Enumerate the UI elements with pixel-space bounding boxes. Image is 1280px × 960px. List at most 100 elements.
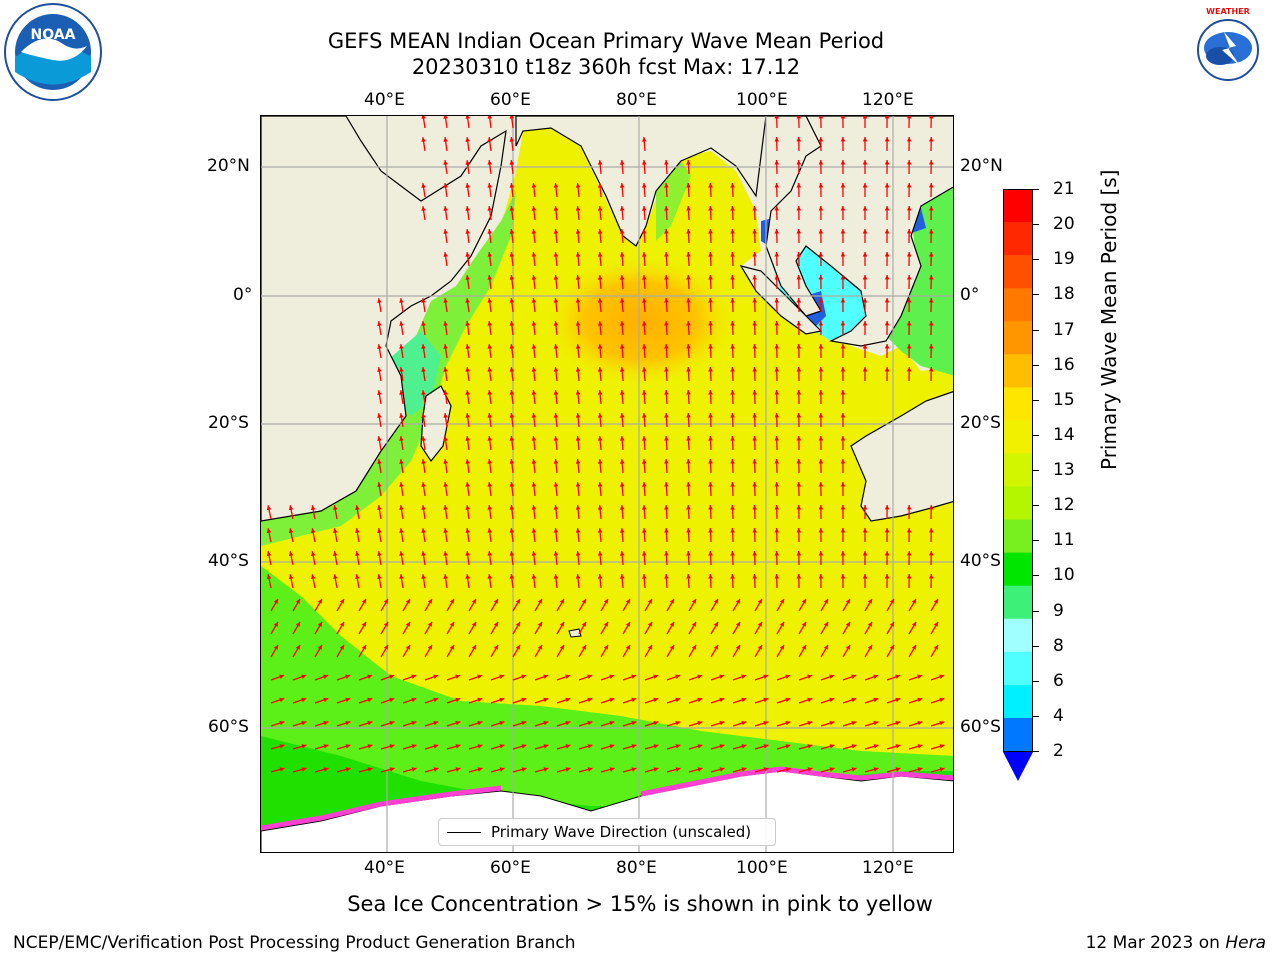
colorbar-tick-mark [1033,715,1039,717]
colorbar-tick-mark [1033,329,1039,331]
colorbar-segment [1003,321,1033,355]
colorbar-tick-label: 10 [1053,565,1075,586]
wave-direction-arrowhead [906,252,912,257]
wave-direction-arrowhead [851,674,857,679]
wave-direction-arrowhead [399,459,404,464]
wave-direction-arrowhead [377,482,382,487]
wave-direction-arrowhead [273,644,278,650]
wave-direction-arrowhead [708,275,713,280]
wave-direction-arrowhead [851,744,857,749]
wave-direction-arrowhead [339,644,344,650]
wave-direction-arrowhead [311,551,316,557]
wave-direction-arrowhead [774,505,779,510]
top-lon-label: 120°E [862,90,914,110]
wave-direction-arrowhead [355,505,360,510]
wave-direction-arrowhead [686,413,691,418]
colorbar [1003,189,1033,785]
footer-date: 12 Mar 2023 on Hera [1086,932,1266,954]
wave-direction-arrowhead [664,413,669,418]
wave-direction-arrowhead [421,206,426,211]
wave-direction-arrowhead [499,697,505,703]
wave-direction-arrowhead [796,505,802,510]
left-lat-label: 20°S [208,413,249,433]
wave-direction-arrowhead [708,390,713,395]
wave-direction-arrowhead [752,252,757,257]
top-lon-label: 60°E [490,90,531,110]
colorbar-segment [1003,255,1033,289]
colorbar-tick-label: 20 [1053,214,1075,235]
wave-direction-arrowhead [521,674,527,679]
wave-direction-arrowhead [288,574,294,580]
wave-direction-arrowhead [345,697,351,703]
wave-direction-arrowhead [509,505,515,510]
wave-direction-arrowhead [333,574,338,579]
colorbar-tick-label: 2 [1053,741,1064,761]
wave-direction-arrowhead [619,344,625,349]
wave-direction-arrowhead [752,206,757,211]
wave-direction-arrowhead [763,744,769,749]
wave-direction-arrowhead [465,275,470,280]
wave-direction-arrowhead [686,390,691,395]
wave-direction-arrowhead [597,321,603,326]
wave-direction-arrowhead [619,206,625,211]
wave-direction-arrowhead [829,767,835,772]
wave-direction-arrowhead [553,390,559,395]
wave-direction-arrowhead [730,183,735,188]
wave-direction-arrowhead [565,674,571,679]
wave-direction-arrowhead [427,644,432,650]
colorbar-segment [1003,222,1033,256]
wave-direction-arrowhead [339,598,344,604]
wave-direction-arrowhead [631,697,637,703]
footer-date-text: 12 Mar 2023 on [1085,933,1226,953]
wave-direction-arrowhead [333,505,338,510]
wave-direction-arrowhead [383,644,388,650]
wave-direction-arrowhead [929,344,934,349]
wave-direction-arrowhead [487,321,492,326]
wave-direction-arrowhead [575,321,581,326]
wave-direction-arrowhead [521,721,527,726]
wave-direction-arrowhead [774,436,779,441]
wave-direction-arrowhead [443,482,448,487]
wave-direction-arrowhead [774,459,779,464]
wave-direction-arrowhead [575,482,581,487]
wave-direction-arrowhead [730,436,735,441]
wave-direction-arrowhead [730,505,735,510]
wave-direction-arrowhead [686,574,691,579]
plot-title-line1: GEFS MEAN Indian Ocean Primary Wave Mean… [327,29,885,53]
wave-direction-arrowhead [471,621,476,627]
wave-direction-arrowhead [933,621,938,627]
colorbar-segment [1003,684,1033,719]
wave-direction-arrowhead [399,574,404,579]
wave-direction-arrowhead [906,229,912,234]
wave-direction-arrowhead [367,721,373,726]
wave-direction-arrowhead [543,697,549,703]
wave-direction-arrowhead [367,674,373,679]
wave-direction-arrowhead [443,528,448,533]
wave-direction-arrowhead [625,598,630,604]
wave-direction-arrowhead [499,744,505,749]
wave-direction-arrowhead [443,137,448,142]
wave-direction-arrowhead [939,744,945,749]
wave-direction-arrowhead [785,721,791,726]
wave-direction-arrowhead [779,621,784,627]
wave-direction-arrowhead [939,721,945,726]
colorbar-tick-mark [1033,610,1039,612]
wave-direction-arrowhead [537,621,542,627]
wave-direction-arrowhead [796,436,802,441]
wave-direction-arrowhead [708,459,713,464]
wave-direction-arrowhead [796,160,802,165]
wave-direction-arrowhead [642,160,647,165]
wave-direction-arrowhead [675,767,681,772]
wave-direction-arrowhead [653,697,659,703]
wave-direction-arrowhead [399,390,404,395]
wave-direction-arrowhead [818,505,824,510]
wave-direction-arrowhead [664,321,669,326]
right-lat-label: 0° [960,285,980,305]
wave-direction-arrowhead [929,321,934,326]
colorbar-tick-mark [1033,434,1039,436]
wave-direction-arrowhead [697,767,703,772]
wave-direction-arrowhead [642,344,647,349]
wave-direction-arrowhead [730,321,735,326]
wave-direction-arrowhead [553,551,559,556]
wave-direction-arrowhead [735,644,740,650]
